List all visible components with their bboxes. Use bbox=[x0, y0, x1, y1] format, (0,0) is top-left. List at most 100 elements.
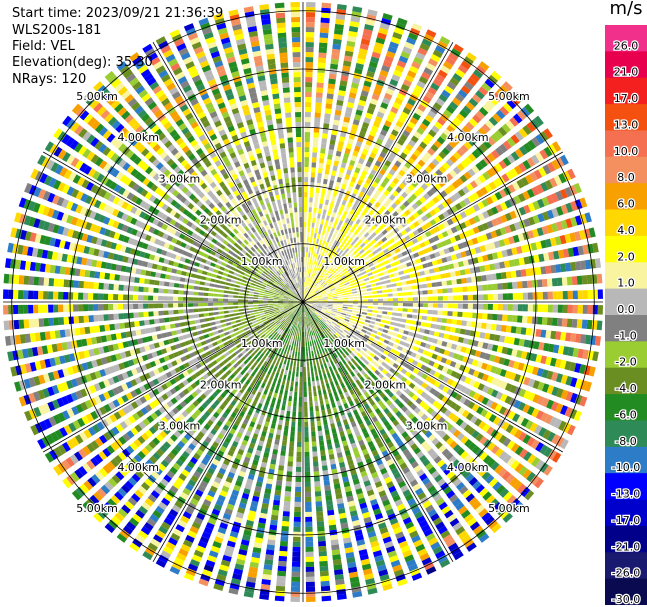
range-gate bbox=[549, 416, 558, 427]
range-gate bbox=[430, 144, 439, 152]
range-gate bbox=[300, 351, 303, 357]
range-gate bbox=[317, 306, 323, 308]
range-gate bbox=[385, 379, 392, 386]
range-gate bbox=[552, 250, 560, 260]
range-gate bbox=[318, 47, 327, 54]
range-gate bbox=[538, 167, 547, 177]
range-gate bbox=[442, 433, 451, 442]
range-gate bbox=[402, 448, 411, 457]
range-gate bbox=[421, 373, 428, 380]
range-gate bbox=[355, 329, 361, 334]
range-gate bbox=[478, 533, 490, 543]
range-gate bbox=[393, 327, 400, 332]
range-gate bbox=[302, 306, 303, 312]
range-gate bbox=[316, 349, 320, 355]
range-gate bbox=[374, 160, 382, 167]
range-gate bbox=[284, 425, 289, 432]
range-gate bbox=[411, 23, 423, 32]
range-gate bbox=[312, 296, 317, 299]
range-gate bbox=[361, 252, 368, 258]
range-gate bbox=[329, 139, 336, 146]
range-gate bbox=[560, 389, 569, 400]
range-gate bbox=[479, 245, 487, 253]
range-gate bbox=[296, 461, 302, 467]
range-gate bbox=[552, 141, 562, 152]
range-gate bbox=[359, 267, 366, 272]
range-gate bbox=[285, 415, 290, 422]
range-gate bbox=[308, 252, 311, 258]
range-gate bbox=[495, 146, 504, 156]
range-gate bbox=[347, 304, 353, 307]
range-gate bbox=[310, 308, 315, 312]
range-gate bbox=[396, 282, 402, 287]
range-gate bbox=[323, 480, 331, 486]
range-gate bbox=[233, 327, 239, 332]
range-gate bbox=[338, 361, 344, 367]
range-gate bbox=[414, 84, 424, 93]
range-gate bbox=[312, 381, 316, 387]
range-gate bbox=[351, 204, 357, 211]
range-gate bbox=[329, 200, 335, 207]
range-gate bbox=[293, 516, 301, 522]
range-gate bbox=[477, 383, 485, 391]
range-gate bbox=[513, 195, 522, 205]
range-gate bbox=[443, 486, 453, 495]
range-gate bbox=[470, 180, 478, 189]
range-gate bbox=[365, 249, 372, 255]
range-gate bbox=[327, 509, 335, 516]
range-gate bbox=[292, 366, 296, 372]
range-gate bbox=[391, 164, 399, 172]
range-gate bbox=[399, 258, 406, 264]
range-gate bbox=[455, 462, 464, 472]
range-gate bbox=[542, 291, 548, 300]
range-gate bbox=[344, 241, 350, 248]
range-gate bbox=[441, 448, 450, 457]
range-gate bbox=[339, 326, 345, 331]
range-gate bbox=[520, 244, 528, 253]
range-gate bbox=[391, 129, 399, 137]
range-gate bbox=[368, 324, 375, 329]
range-gate bbox=[344, 282, 350, 286]
range-gate bbox=[399, 204, 407, 211]
range-gate bbox=[335, 235, 340, 242]
range-gate bbox=[335, 332, 340, 337]
range-gate bbox=[324, 485, 331, 491]
range-gate bbox=[325, 288, 331, 292]
range-gate bbox=[505, 120, 515, 130]
range-gate bbox=[519, 145, 528, 156]
range-gate bbox=[303, 287, 305, 293]
range-gate bbox=[404, 409, 412, 417]
range-gate bbox=[436, 136, 446, 145]
range-gate bbox=[377, 412, 385, 419]
range-gate bbox=[330, 463, 337, 470]
range-gate bbox=[374, 253, 381, 259]
range-gate bbox=[311, 222, 315, 228]
range-gate bbox=[312, 286, 317, 291]
range-gate bbox=[312, 456, 319, 462]
range-gate bbox=[367, 299, 373, 302]
range-gate bbox=[367, 173, 375, 181]
range-gate bbox=[338, 193, 344, 199]
range-gate bbox=[324, 322, 329, 327]
range-gate bbox=[320, 289, 326, 293]
range-gate bbox=[400, 50, 411, 59]
range-gate bbox=[390, 262, 396, 268]
range-gate bbox=[528, 255, 535, 264]
range-gate bbox=[516, 349, 523, 358]
range-gate bbox=[381, 315, 387, 319]
range-gate bbox=[400, 384, 408, 392]
range-gate bbox=[298, 341, 301, 347]
range-gate bbox=[306, 305, 310, 310]
range-gate bbox=[305, 87, 313, 93]
range-gate bbox=[310, 292, 315, 296]
range-gate bbox=[560, 374, 568, 385]
range-gate bbox=[336, 145, 343, 152]
range-gate bbox=[304, 321, 306, 327]
range-gate bbox=[428, 420, 436, 428]
range-gate bbox=[390, 321, 396, 326]
range-gate bbox=[413, 220, 420, 228]
range-gate bbox=[347, 294, 353, 297]
range-gate bbox=[412, 297, 418, 301]
range-gate bbox=[397, 373, 404, 380]
range-gate bbox=[402, 129, 411, 138]
